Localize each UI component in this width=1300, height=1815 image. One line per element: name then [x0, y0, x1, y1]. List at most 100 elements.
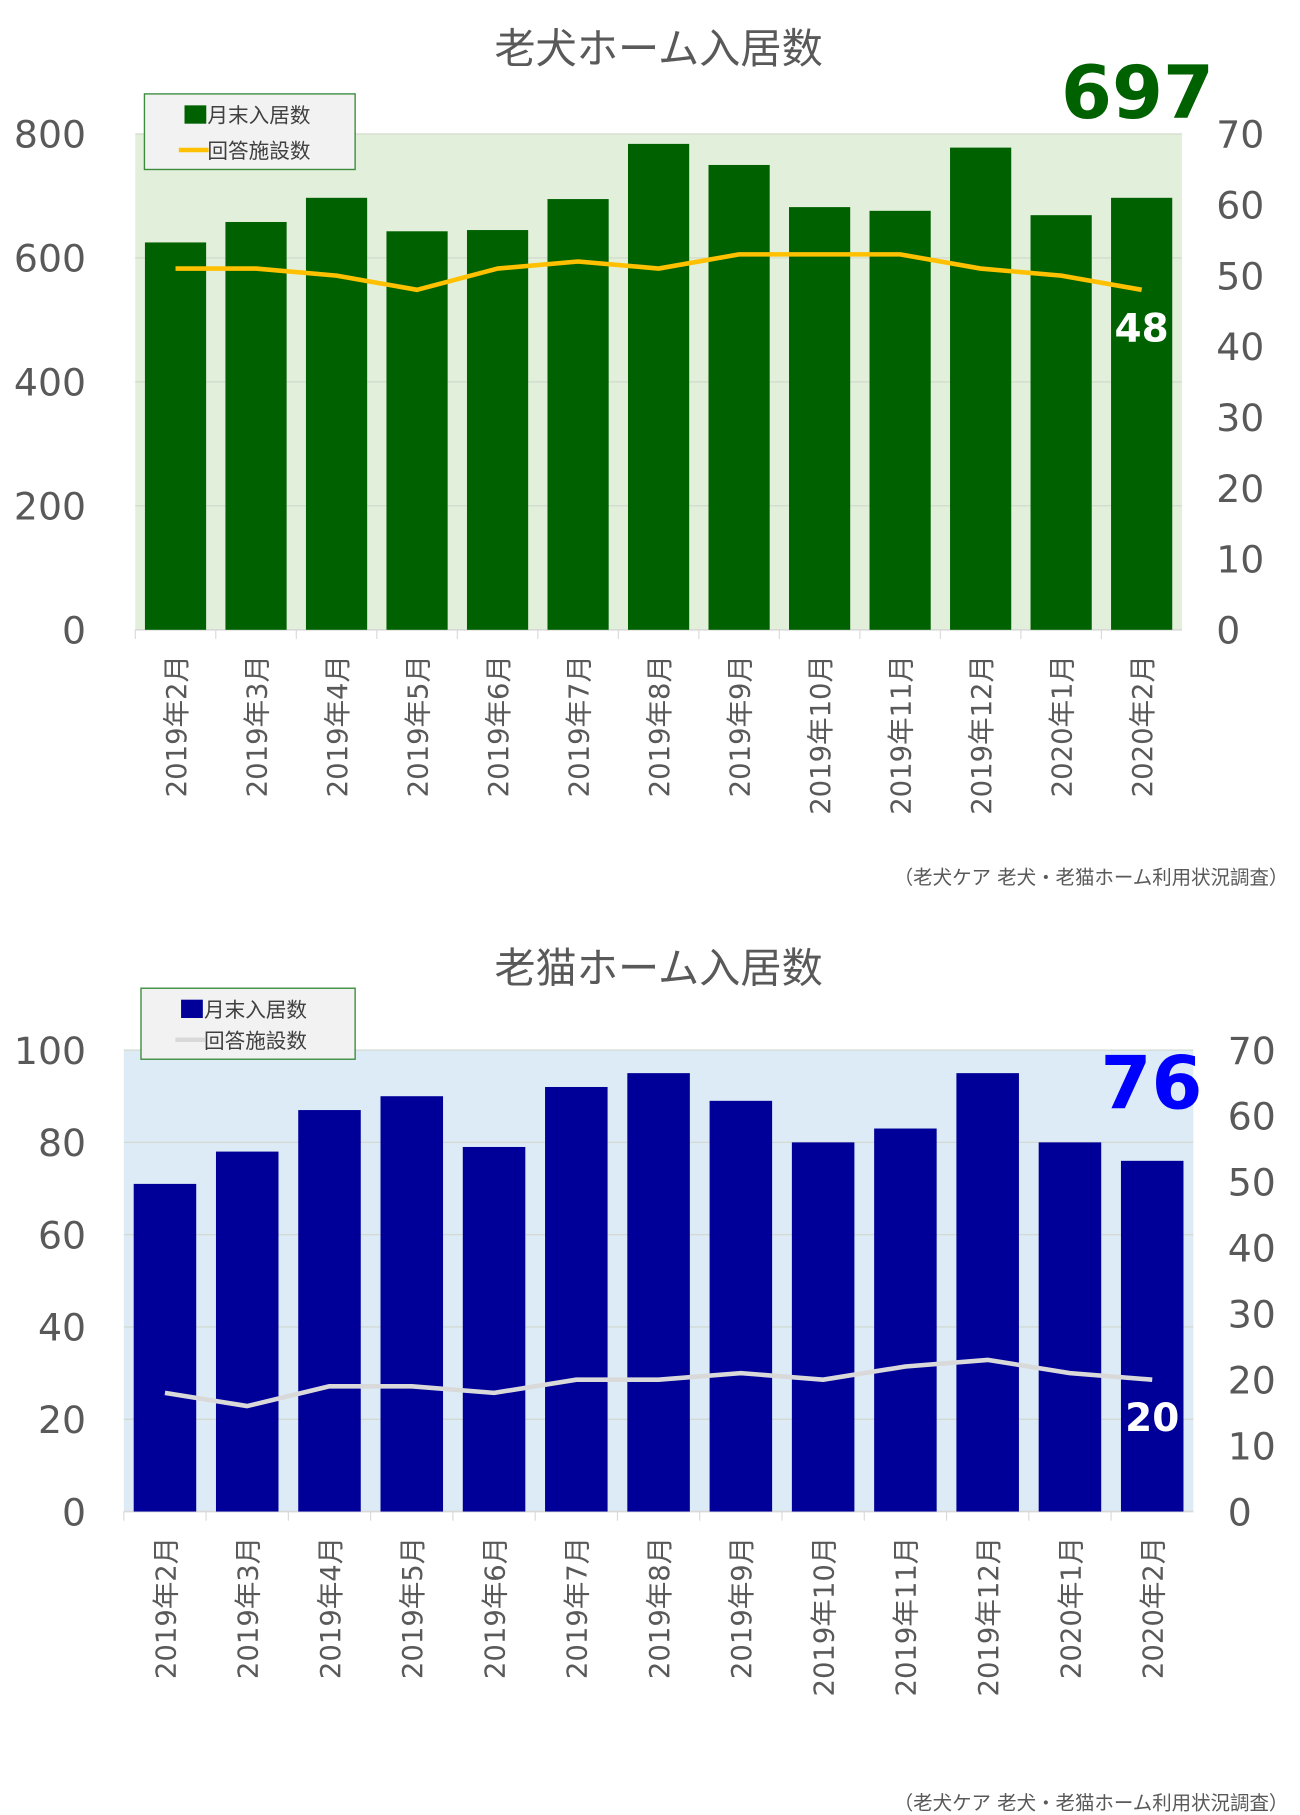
right-axis-tick: 20	[1216, 467, 1264, 511]
x-axis-label: 2019年3月	[233, 1537, 265, 1679]
x-axis-label: 2020年1月	[1055, 1537, 1087, 1679]
line-end-label: 20	[1125, 1396, 1179, 1441]
source-note: （老犬ケア 老犬・老猫ホーム利用状況調査）	[894, 1791, 1289, 1814]
right-axis-tick: 10	[1228, 1424, 1276, 1468]
bar	[386, 231, 448, 630]
bar	[956, 1073, 1019, 1512]
right-axis-tick: 60	[1216, 184, 1264, 228]
right-axis-tick: 70	[1216, 113, 1264, 157]
right-axis-tick: 40	[1216, 325, 1264, 369]
chart-2: 0 20 40 60 80 100 0 10 20 30 40 50 60 70 2019年2月 2019年3…	[14, 945, 1288, 1815]
bar	[298, 1110, 361, 1512]
right-axis-tick: 70	[1228, 1029, 1276, 1073]
bar	[789, 207, 851, 630]
right-axis-tick: 30	[1228, 1293, 1276, 1337]
chart-1: 0 200 400 600 800 0 10 20 30 40 50 60 70 2019年2月 2019年…	[14, 25, 1288, 889]
left-axis-tick: 200	[14, 485, 86, 529]
left-axis-tick: 600	[14, 237, 86, 281]
x-axis-label: 2019年5月	[402, 655, 434, 797]
highlight-value: 697	[1061, 51, 1214, 136]
legend-line-label: 回答施設数	[204, 1029, 307, 1053]
bar	[380, 1096, 444, 1512]
x-axis-label: 2020年1月	[1046, 655, 1078, 797]
x-axis-label: 2019年2月	[150, 1537, 182, 1679]
x-axis-label: 2019年9月	[726, 1537, 758, 1679]
x-axis-label: 2019年3月	[241, 655, 273, 797]
x-axis-label: 2019年6月	[483, 655, 515, 797]
x-axis-label: 2019年7月	[562, 1537, 594, 1679]
chart-title: 老犬ホーム入居数	[494, 25, 823, 73]
x-axis-label: 2019年8月	[644, 1537, 676, 1679]
left-axis-tick: 800	[14, 113, 86, 157]
bar	[462, 1146, 526, 1512]
bar	[869, 210, 931, 630]
source-note: （老犬ケア 老犬・老猫ホーム利用状況調査）	[894, 866, 1289, 889]
right-axis-tick: 60	[1228, 1095, 1276, 1139]
right-axis-tick: 50	[1216, 254, 1264, 298]
bar	[1030, 215, 1092, 630]
legend-box	[143, 93, 356, 171]
legend-bar-label: 月末入居数	[204, 998, 307, 1022]
bar	[133, 1183, 197, 1512]
x-axis-label: 2019年6月	[479, 1537, 511, 1679]
x-axis-label: 2019年5月	[397, 1537, 429, 1679]
bar	[1120, 1160, 1184, 1512]
right-axis-tick: 0	[1228, 1490, 1252, 1534]
x-axis-label: 2019年12月	[966, 655, 998, 815]
bar	[1111, 197, 1173, 630]
legend-line-label: 回答施設数	[207, 139, 310, 163]
bar	[791, 1142, 855, 1512]
left-axis-tick: 400	[14, 361, 86, 405]
bar	[709, 1100, 773, 1512]
bar	[627, 143, 690, 630]
right-axis-tick: 10	[1216, 538, 1264, 582]
x-axis-label: 2019年4月	[322, 655, 354, 797]
right-axis-tick: 50	[1228, 1161, 1276, 1205]
left-axis-tick: 100	[14, 1029, 86, 1073]
right-axis-tick: 40	[1228, 1227, 1276, 1271]
x-axis-label: 2020年2月	[1127, 655, 1159, 797]
left-axis-tick: 40	[38, 1306, 86, 1350]
x-axis-label: 2019年11月	[891, 1537, 923, 1697]
left-axis-tick: 20	[38, 1398, 86, 1442]
x-axis-label: 2019年10月	[808, 1537, 840, 1697]
left-axis-tick: 60	[38, 1213, 86, 1257]
legend-bar-swatch	[184, 105, 207, 124]
right-axis-tick: 30	[1216, 396, 1264, 440]
x-axis-label: 2019年4月	[315, 1537, 347, 1679]
highlight-value: 76	[1101, 1041, 1203, 1126]
legend-bar-swatch	[181, 999, 203, 1019]
bar	[1038, 1142, 1102, 1512]
bar	[144, 242, 207, 630]
x-axis-label: 2020年2月	[1138, 1537, 1170, 1679]
x-axis-label: 2019年11月	[885, 655, 917, 815]
bar	[950, 147, 1012, 630]
left-axis-tick: 0	[62, 1490, 86, 1534]
x-axis-label: 2019年12月	[973, 1537, 1005, 1697]
bar	[215, 1151, 279, 1512]
left-axis-tick: 80	[38, 1121, 86, 1165]
chart-title: 老猫ホーム入居数	[494, 945, 823, 993]
left-axis-tick: 0	[62, 609, 86, 653]
legend-box	[140, 987, 356, 1060]
bar	[466, 230, 529, 630]
bar	[627, 1073, 690, 1512]
bar	[225, 221, 287, 630]
right-axis-tick: 20	[1228, 1358, 1276, 1402]
legend-bar-label: 月末入居数	[207, 104, 310, 128]
x-axis-label: 2019年7月	[563, 655, 595, 797]
bar	[708, 164, 770, 630]
x-axis-label: 2019年10月	[805, 655, 837, 815]
x-axis-label: 2019年9月	[724, 655, 756, 797]
bar	[545, 1086, 608, 1512]
bar	[874, 1128, 937, 1512]
x-axis-label: 2019年2月	[161, 655, 193, 797]
bar	[305, 197, 368, 630]
bar	[547, 199, 609, 630]
line-end-label: 48	[1115, 306, 1169, 351]
x-axis-label: 2019年8月	[644, 655, 676, 797]
right-axis-tick: 0	[1216, 609, 1240, 653]
